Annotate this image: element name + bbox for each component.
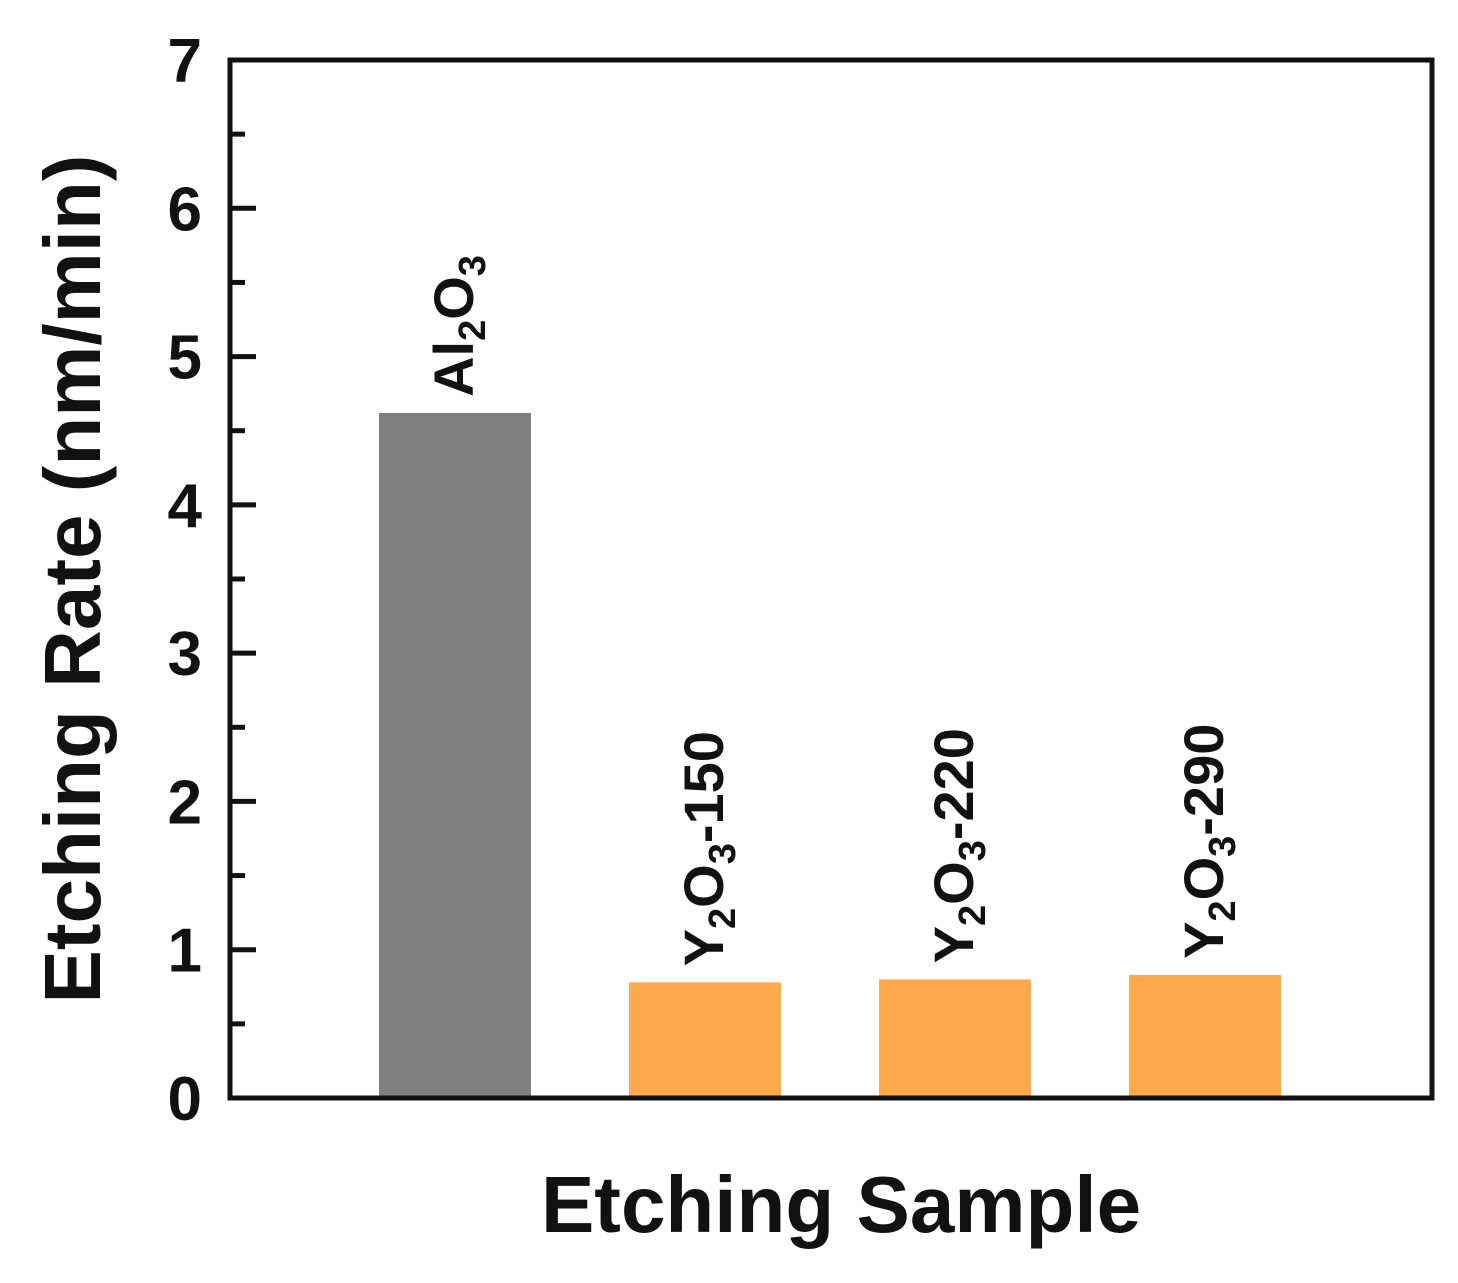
y-axis-ticks: 0 1 2 3 4 5 6 7 bbox=[168, 27, 256, 1134]
x-axis-title: Etching Sample bbox=[541, 1160, 1141, 1249]
bars-layer bbox=[379, 412, 1281, 1098]
bar-label: Y2O3-220 bbox=[922, 728, 994, 963]
bar-labels-layer: Al2O3 Y2O3-150 Y2O3-220 Y2O3-290 bbox=[422, 255, 1244, 966]
plot-frame bbox=[227, 57, 1435, 1101]
y-tick-label: 6 bbox=[168, 175, 202, 244]
bar bbox=[879, 979, 1031, 1098]
y-tick-label: 1 bbox=[168, 917, 202, 986]
bar bbox=[379, 412, 531, 1098]
y-tick-label: 3 bbox=[168, 620, 202, 689]
y-axis-title: Etching Rate (nm/min) bbox=[28, 155, 117, 1004]
y-tick-label: 7 bbox=[168, 27, 202, 96]
bar bbox=[1129, 974, 1281, 1098]
bar-label: Al2O3 bbox=[422, 255, 494, 397]
y-tick-label: 0 bbox=[168, 1065, 202, 1134]
y-tick-label: 2 bbox=[168, 768, 202, 837]
y-tick-label: 4 bbox=[168, 472, 203, 541]
bar-label: Y2O3-290 bbox=[1172, 724, 1244, 959]
y-tick-label: 5 bbox=[168, 324, 202, 393]
bar bbox=[629, 982, 781, 1098]
bar-label: Y2O3-150 bbox=[672, 731, 744, 966]
